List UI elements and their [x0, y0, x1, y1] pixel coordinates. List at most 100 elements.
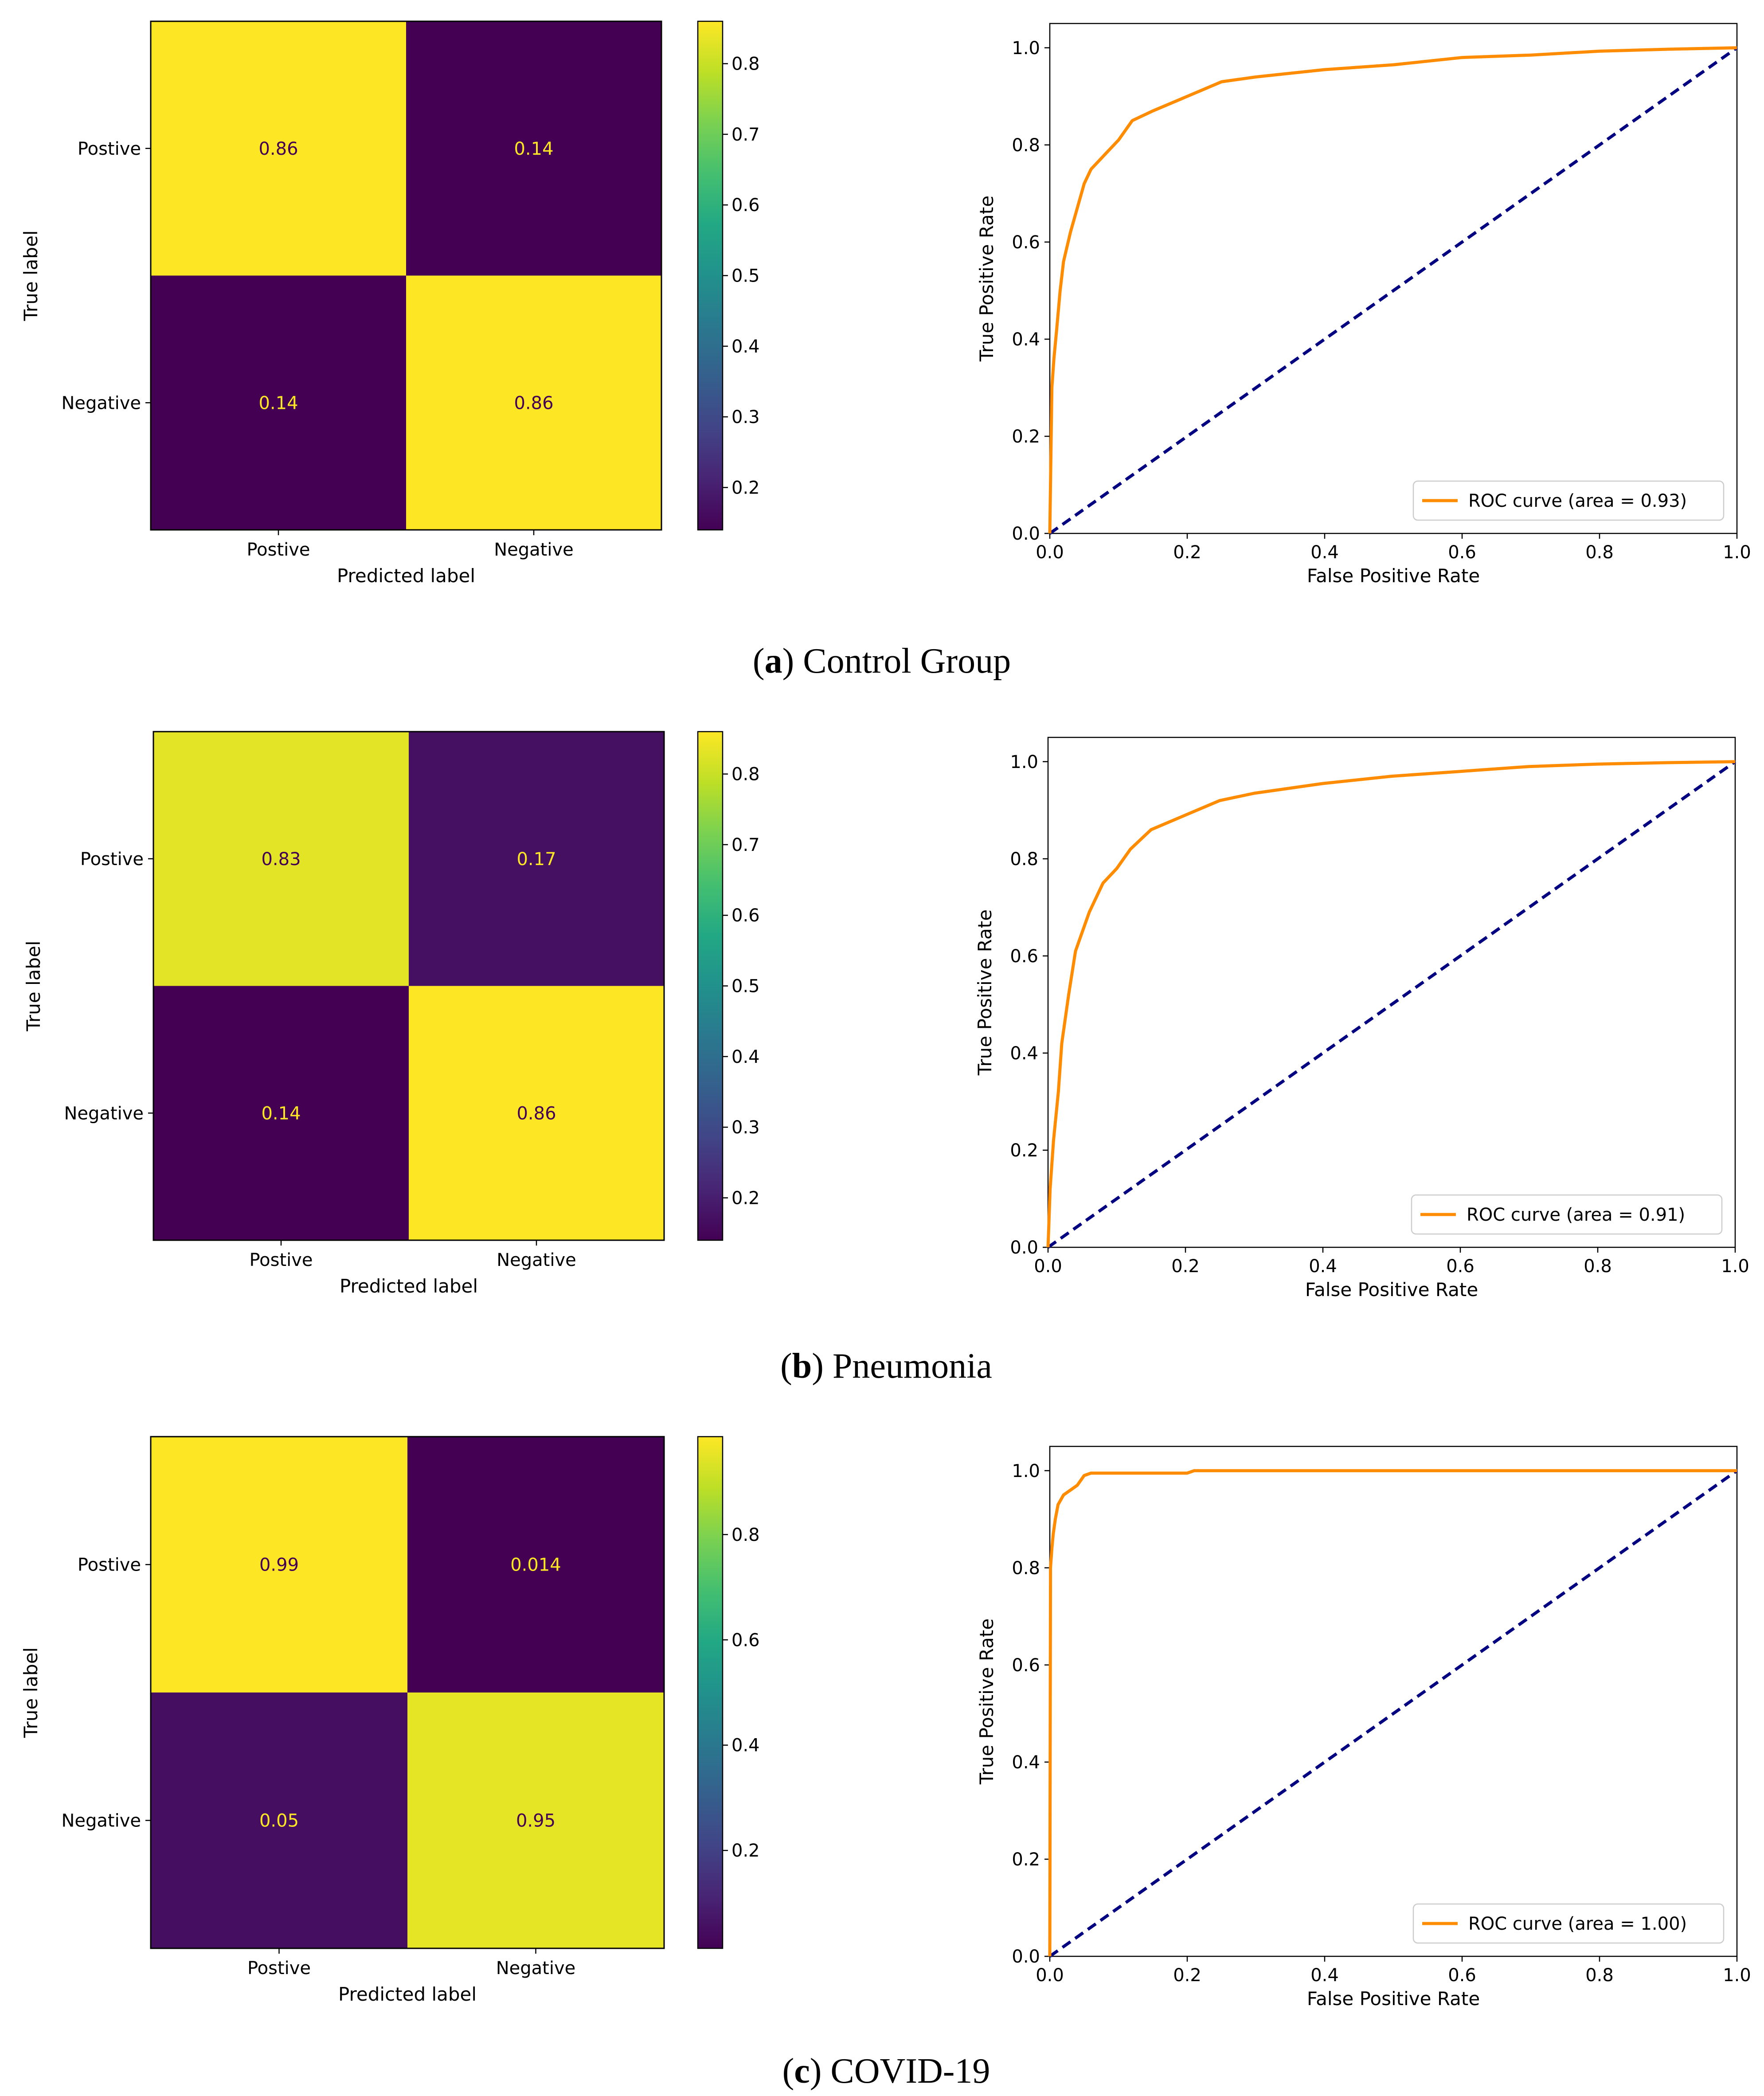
matrix-cell — [407, 1692, 664, 1948]
y-tick-label: Negative — [61, 1811, 141, 1831]
matrix-cell — [406, 275, 661, 530]
y-tick-label: 0.6 — [1012, 232, 1040, 253]
colorbar-tick-label: 0.5 — [731, 976, 760, 997]
panel-c-confusion-matrix: 0.99 0.014 0.05 0.95 Postive Negative Postive N… — [20, 1436, 760, 2005]
colorbar-tick-label: 0.4 — [731, 1047, 760, 1067]
legend-box — [1411, 1194, 1723, 1235]
cell-value-label: 0.99 — [259, 1555, 299, 1575]
matrix-cell — [409, 986, 664, 1240]
y-tick-label: 0.8 — [1010, 849, 1038, 870]
cell-value-label: 0.17 — [516, 849, 556, 870]
y-tick-label: 0.2 — [1012, 427, 1040, 447]
x-tick-label: 0.4 — [1310, 542, 1339, 563]
plot-area — [1049, 1446, 1738, 1957]
colorbar-tick-label: 0.6 — [731, 905, 760, 926]
colorbar-tick-label: 0.4 — [731, 1736, 760, 1756]
x-tick-label: 1.0 — [1723, 1965, 1751, 1986]
y-tick-label: 0.8 — [1012, 135, 1040, 156]
x-tick-label: 0.2 — [1171, 1256, 1200, 1277]
x-tick-label: 0.8 — [1585, 1965, 1614, 1986]
panel-b-confusion-matrix: 0.83 0.17 0.14 0.86 Postive Negative Postive Ne… — [23, 731, 760, 1297]
x-tick-label: Negative — [494, 540, 574, 560]
x-axis-title: Predicted label — [337, 565, 475, 587]
colorbar-tick-label: 0.6 — [731, 195, 760, 215]
x-axis-title: Predicted label — [338, 1983, 477, 2005]
x-tick-label: 0.0 — [1036, 1965, 1064, 1986]
matrix-cell — [151, 275, 406, 530]
y-tick-label: 1.0 — [1012, 38, 1040, 59]
caption-b: (b) Pneumonia — [780, 1347, 992, 1386]
cell-value-label: 0.014 — [510, 1555, 561, 1575]
matrix-cell — [151, 1692, 407, 1948]
colorbar-tick-label: 0.8 — [731, 1525, 760, 1545]
cell-value-label: 0.95 — [516, 1811, 555, 1831]
matrix-frame — [150, 1436, 665, 1949]
y-tick-label: Postive — [78, 139, 141, 159]
legend-box — [1412, 480, 1725, 521]
x-tick-label: 0.4 — [1310, 1965, 1339, 1986]
matrix-cell — [153, 986, 409, 1240]
x-axis-title: False Positive Rate — [1307, 1988, 1480, 2010]
y-tick-label: Negative — [64, 1103, 144, 1124]
legend-box — [1412, 1903, 1725, 1944]
y-axis-title: True label — [20, 1647, 42, 1738]
cell-value-label: 0.86 — [514, 393, 553, 413]
x-tick-label: 0.6 — [1446, 1256, 1475, 1277]
y-tick-label: 0.4 — [1012, 1752, 1040, 1773]
y-tick-label: 0.0 — [1010, 1238, 1038, 1258]
y-tick-label: Postive — [80, 849, 144, 870]
y-tick-label: 0.2 — [1012, 1849, 1040, 1870]
colorbar — [697, 20, 724, 531]
x-tick-label: Negative — [497, 1250, 576, 1270]
x-tick-label: Postive — [249, 1250, 313, 1270]
chance-diagonal-line — [1047, 760, 1737, 1249]
colorbar — [697, 1436, 724, 1949]
cell-value-label: 0.05 — [259, 1811, 299, 1831]
x-tick-label: 0.2 — [1173, 1965, 1201, 1986]
cell-value-label: 0.14 — [258, 393, 298, 413]
roc-curve-line — [1048, 1469, 1737, 1957]
chance-diagonal-line — [1048, 46, 1738, 535]
plot-area — [1047, 737, 1736, 1248]
legend-label: ROC curve (area = 0.91) — [1467, 1205, 1685, 1225]
x-tick-label: 0.2 — [1173, 542, 1201, 563]
colorbar-tick-label: 0.5 — [731, 266, 760, 286]
x-tick-label: 0.6 — [1448, 542, 1476, 563]
x-tick-label: 0.0 — [1036, 542, 1064, 563]
chance-diagonal-line — [1048, 1469, 1738, 1958]
colorbar-tick-label: 0.4 — [731, 337, 760, 357]
matrix-cell — [153, 732, 409, 986]
y-axis-title: True Positive Rate — [976, 1618, 997, 1785]
y-tick-label: 0.4 — [1010, 1043, 1038, 1064]
x-tick-label: 1.0 — [1723, 542, 1751, 563]
x-tick-label: 1.0 — [1721, 1256, 1749, 1277]
x-tick-label: 0.0 — [1034, 1256, 1062, 1277]
y-tick-label: 0.6 — [1012, 1655, 1040, 1676]
colorbar — [697, 731, 724, 1241]
matrix-cell — [151, 21, 406, 276]
y-tick-label: 0.4 — [1012, 329, 1040, 350]
caption-c: (c) COVID-19 — [782, 2052, 990, 2091]
colorbar-tick-label: 0.8 — [731, 54, 760, 74]
x-tick-label: Postive — [246, 540, 310, 560]
x-tick-label: 0.8 — [1585, 542, 1614, 563]
y-axis-title: True Positive Rate — [974, 909, 996, 1076]
panel-b-roc-curve: 0.0 0.2 0.4 0.6 0.8 1.0 0.0 0.2 0.4 0.6 0.8 1.0 Fals… — [974, 737, 1749, 1301]
cell-value-label: 0.83 — [261, 849, 301, 870]
colorbar-tick-label: 0.6 — [731, 1630, 760, 1650]
cell-value-label: 0.14 — [261, 1103, 301, 1124]
matrix-cell — [407, 1437, 664, 1692]
x-tick-label: Negative — [496, 1958, 576, 1978]
matrix-frame — [150, 20, 662, 531]
cell-value-label: 0.86 — [258, 139, 298, 159]
panel-a-roc-curve: 0.0 0.2 0.4 0.6 0.8 1.0 0.0 0.2 0.4 0.6 0.8 1.0 Fals… — [976, 23, 1751, 587]
y-axis-title: True label — [23, 940, 44, 1031]
colorbar-tick-label: 0.2 — [731, 478, 760, 498]
roc-curve-line — [1046, 760, 1736, 1248]
x-tick-label: 0.6 — [1448, 1965, 1476, 1986]
colorbar-tick-label: 0.2 — [731, 1841, 760, 1861]
matrix-frame — [153, 731, 665, 1241]
y-tick-label: 0.6 — [1010, 946, 1038, 967]
x-tick-label: 0.4 — [1309, 1256, 1337, 1277]
